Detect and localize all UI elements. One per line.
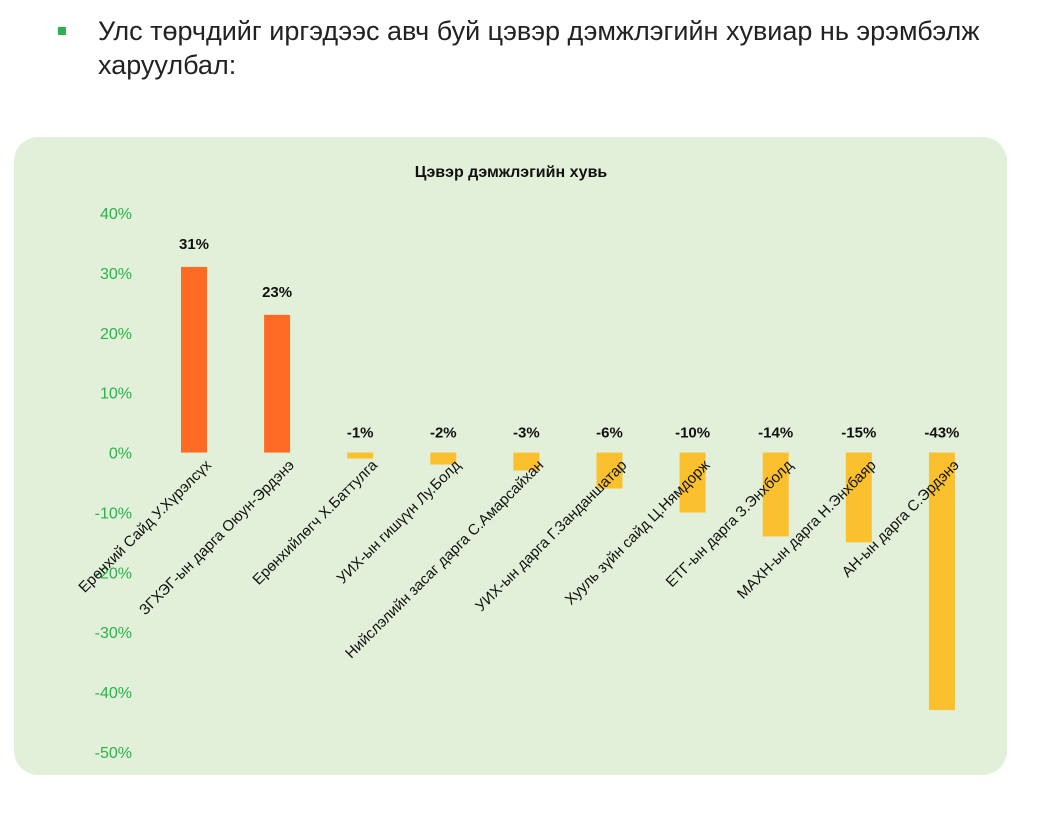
- bar: [596, 452, 623, 489]
- bar: [513, 452, 540, 471]
- y-tick-label: -20%: [95, 565, 132, 582]
- bar: [264, 314, 291, 453]
- chart-panel: [14, 137, 1007, 775]
- bar: [430, 452, 457, 465]
- bar: [181, 266, 207, 453]
- data-label: -2%: [430, 425, 457, 442]
- bar: [845, 452, 872, 543]
- category-label: УИХ-ын дарга Г.Занданшатар: [472, 457, 630, 615]
- data-label: -14%: [758, 425, 793, 442]
- category-label: Хууль зүйн сайд Ц.Нямдорж: [562, 457, 714, 609]
- y-tick-label: 30%: [100, 266, 132, 283]
- data-labels: 31% 23% -1% -2% -3% -6% -10% -14% -15% -43%: [179, 236, 959, 442]
- data-label: -6%: [596, 425, 623, 442]
- y-tick-label: 40%: [100, 206, 132, 223]
- chart-title: Цэвэр дэмжлэгийн хувь: [415, 164, 608, 181]
- data-label: -15%: [841, 425, 876, 442]
- y-tick-label: -30%: [95, 625, 132, 642]
- bars: [181, 266, 955, 711]
- data-label: -43%: [924, 425, 959, 442]
- data-label: -1%: [347, 425, 374, 442]
- y-tick-label: 0%: [109, 446, 132, 463]
- y-tick-label: -40%: [95, 685, 132, 702]
- y-axis: 40% 30% 20% 10% 0% -10% -20% -30% -40% -50%: [95, 206, 132, 762]
- y-tick-label: 20%: [100, 326, 132, 343]
- y-tick-label: 10%: [100, 386, 132, 403]
- category-label: Ерөнхий Сайд У.Хүрэлсүх: [75, 456, 215, 596]
- bar: [347, 452, 374, 459]
- category-label: ЗГХЭГ-ын дарга Оюун-Эрдэнэ: [136, 457, 298, 619]
- heading-text: Улс төрчдийг иргэдээс авч буй цэвэр дэмж…: [98, 16, 980, 80]
- data-label: 31%: [179, 236, 209, 253]
- bullet-icon: [58, 27, 66, 35]
- bar: [928, 452, 955, 711]
- bar: [762, 452, 789, 537]
- data-label: -3%: [513, 425, 540, 442]
- y-tick-label: -10%: [95, 505, 132, 522]
- data-label: 23%: [262, 284, 292, 301]
- data-label: -10%: [675, 425, 710, 442]
- y-tick-label: -50%: [95, 745, 132, 762]
- bar: [679, 452, 706, 513]
